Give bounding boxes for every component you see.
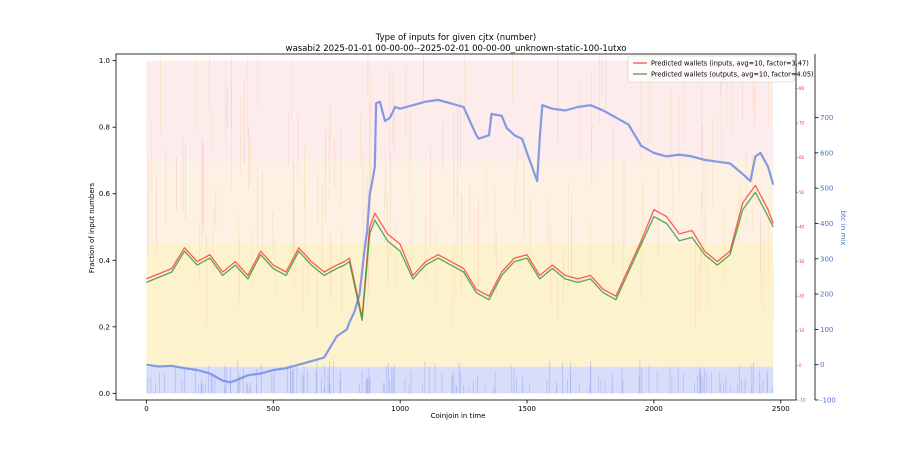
legend-label-inputs: Predicted wallets (inputs, avg=10, facto…	[651, 60, 809, 68]
y-tick-label-left: 0.4	[99, 257, 111, 265]
y-tick-label-blue: -100	[820, 397, 836, 405]
chart-subtitle: wasabi2 2025-01-01 00-00-00--2025-02-01 …	[286, 44, 627, 54]
y-tick-label-red: 80	[799, 86, 805, 91]
y-tick-label-red: 50	[799, 190, 805, 195]
y-tick-label-blue: 300	[820, 255, 833, 263]
y-tick-label-left: 1.0	[99, 57, 110, 65]
legend-label-outputs: Predicted wallets (outputs, avg=10, fact…	[651, 71, 814, 79]
y-tick-label-blue: 400	[820, 220, 833, 228]
y-tick-label-red: 60	[799, 155, 805, 160]
y-tick-label-red: 20	[799, 294, 805, 299]
bg-band-yellow	[146, 244, 773, 367]
y-tick-label-left: 0.6	[99, 190, 111, 198]
y-tick-label-left: 0.2	[99, 323, 110, 331]
y-tick-label-red: 10	[799, 328, 805, 333]
x-tick-label: 1500	[518, 405, 536, 413]
y-tick-label-red: -10	[799, 397, 806, 402]
x-tick-label: 2000	[645, 405, 663, 413]
x-tick-label: 1000	[391, 405, 409, 413]
y-tick-label-blue: 600	[820, 149, 833, 157]
y-tick-label-red: 40	[799, 224, 805, 229]
x-axis-label: Coinjoin in time	[431, 412, 486, 420]
y-tick-label-blue: 0	[820, 361, 824, 369]
y-axis-label-left-fraction: Fraction of input numbers	[88, 182, 96, 273]
chart-title: Type of inputs for given cjtx (number)	[375, 33, 537, 43]
y-axis-label-right: btc in mix	[839, 211, 847, 246]
y-tick-label-blue: 700	[820, 114, 833, 122]
legend: Predicted wallets (inputs, avg=10, facto…	[628, 56, 814, 82]
x-tick-label: 0	[144, 405, 148, 413]
bg-band-blue	[146, 367, 773, 394]
y-tick-label-blue: 100	[820, 326, 833, 334]
y-tick-label-blue: 200	[820, 291, 833, 299]
y-tick-label-left: 0.0	[99, 390, 110, 398]
x-tick-label: 500	[267, 405, 280, 413]
y-tick-label-blue: 500	[820, 185, 833, 193]
y-tick-label-red: 30	[799, 259, 805, 264]
y-tick-label-left: 0.8	[99, 124, 110, 132]
x-tick-label: 2500	[772, 405, 790, 413]
y-tick-label-red: 70	[799, 121, 805, 126]
